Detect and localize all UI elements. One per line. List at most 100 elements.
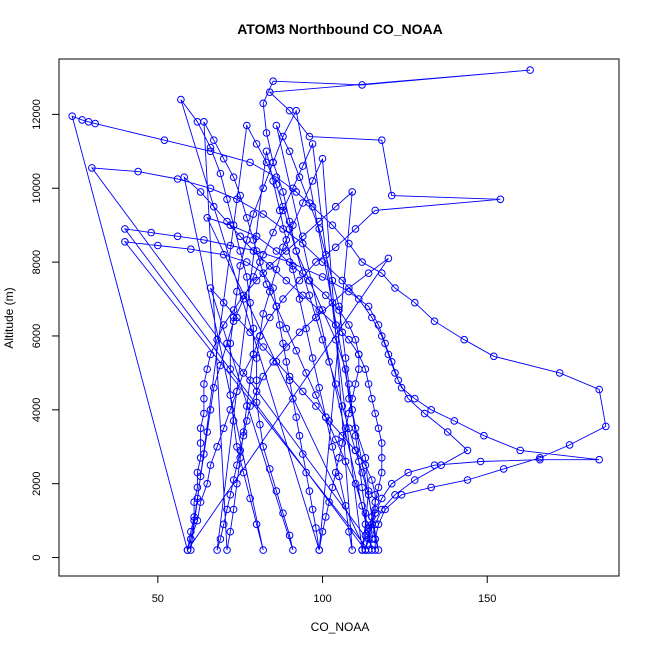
data-point (328, 298, 337, 307)
data-point (331, 380, 340, 388)
data-point (368, 535, 376, 543)
data-point (335, 302, 343, 311)
data-point (262, 147, 271, 156)
y-tick-label: 8000 (31, 250, 43, 274)
data-point (269, 158, 277, 167)
data-point (206, 461, 215, 470)
data-point (213, 443, 221, 451)
y-tick-label: 0 (31, 554, 43, 560)
data-point (219, 298, 228, 307)
data-point (355, 457, 363, 466)
data-point (361, 546, 370, 554)
data-point (196, 454, 205, 462)
data-point (299, 232, 307, 241)
data-point (338, 439, 347, 447)
data-point (206, 147, 215, 156)
data-point (289, 265, 297, 274)
data-point (160, 136, 169, 144)
data-point (391, 491, 399, 499)
data-point (223, 339, 231, 348)
data-point (335, 454, 343, 462)
data-point (134, 167, 142, 176)
data-point (88, 164, 96, 172)
data-point (463, 476, 472, 484)
data-point (282, 358, 291, 366)
data-point (331, 321, 340, 329)
data-point (341, 365, 350, 374)
data-point (325, 417, 333, 425)
data-point (404, 394, 413, 403)
data-point (246, 494, 254, 503)
data-point (437, 461, 445, 470)
data-point (226, 365, 235, 374)
data-point (246, 328, 254, 337)
data-point (335, 306, 343, 314)
data-point (285, 372, 294, 381)
data-point (361, 509, 370, 518)
data-point (289, 262, 297, 270)
data-point (206, 184, 215, 193)
data-point (371, 505, 380, 514)
data-point (226, 339, 235, 348)
data-point (226, 491, 235, 499)
data-point (499, 465, 508, 473)
data-point (236, 191, 244, 200)
data-point (345, 409, 353, 418)
data-point (233, 313, 241, 322)
data-point (371, 206, 380, 215)
data-point (246, 402, 254, 410)
data-point (210, 136, 218, 144)
data-point (292, 247, 301, 255)
data-point (219, 321, 228, 329)
data-point (345, 424, 353, 433)
data-point (233, 461, 241, 470)
data-point (374, 321, 383, 329)
data-point (411, 476, 419, 484)
data-point (378, 269, 386, 278)
data-point (154, 241, 162, 250)
data-point (275, 206, 284, 215)
data-point (252, 520, 261, 529)
data-point (285, 147, 294, 156)
data-point (279, 188, 287, 196)
data-point (256, 332, 264, 340)
data-point (318, 258, 327, 266)
data-point (239, 428, 248, 436)
data-point (269, 177, 277, 185)
data-point (374, 546, 383, 554)
data-point (387, 358, 396, 366)
data-point (256, 420, 264, 429)
data-point (378, 439, 386, 447)
data-point (305, 276, 314, 285)
data-point (404, 468, 413, 477)
data-point (266, 287, 274, 296)
data-point (203, 428, 211, 436)
data-point (256, 258, 264, 266)
data-point (374, 424, 383, 433)
data-point (341, 457, 350, 466)
data-point (325, 498, 333, 506)
data-point (203, 214, 211, 222)
data-point (272, 487, 281, 495)
data-point (196, 439, 205, 447)
data-point (272, 358, 281, 366)
data-point (364, 527, 373, 536)
data-point (322, 291, 330, 300)
data-point (427, 406, 436, 414)
data-point (206, 350, 215, 359)
data-point (266, 88, 274, 96)
data-point (397, 383, 406, 392)
data-point (292, 413, 301, 422)
data-point (358, 502, 366, 510)
data-point (364, 380, 373, 388)
data-point (259, 310, 268, 318)
data-point (411, 298, 419, 307)
data-point (269, 77, 277, 85)
data-point (315, 383, 324, 392)
data-point (364, 269, 373, 278)
data-point (226, 406, 235, 414)
data-point (213, 335, 221, 344)
data-point (243, 121, 251, 130)
x-tick-label: 150 (478, 593, 496, 605)
data-point (335, 472, 343, 481)
